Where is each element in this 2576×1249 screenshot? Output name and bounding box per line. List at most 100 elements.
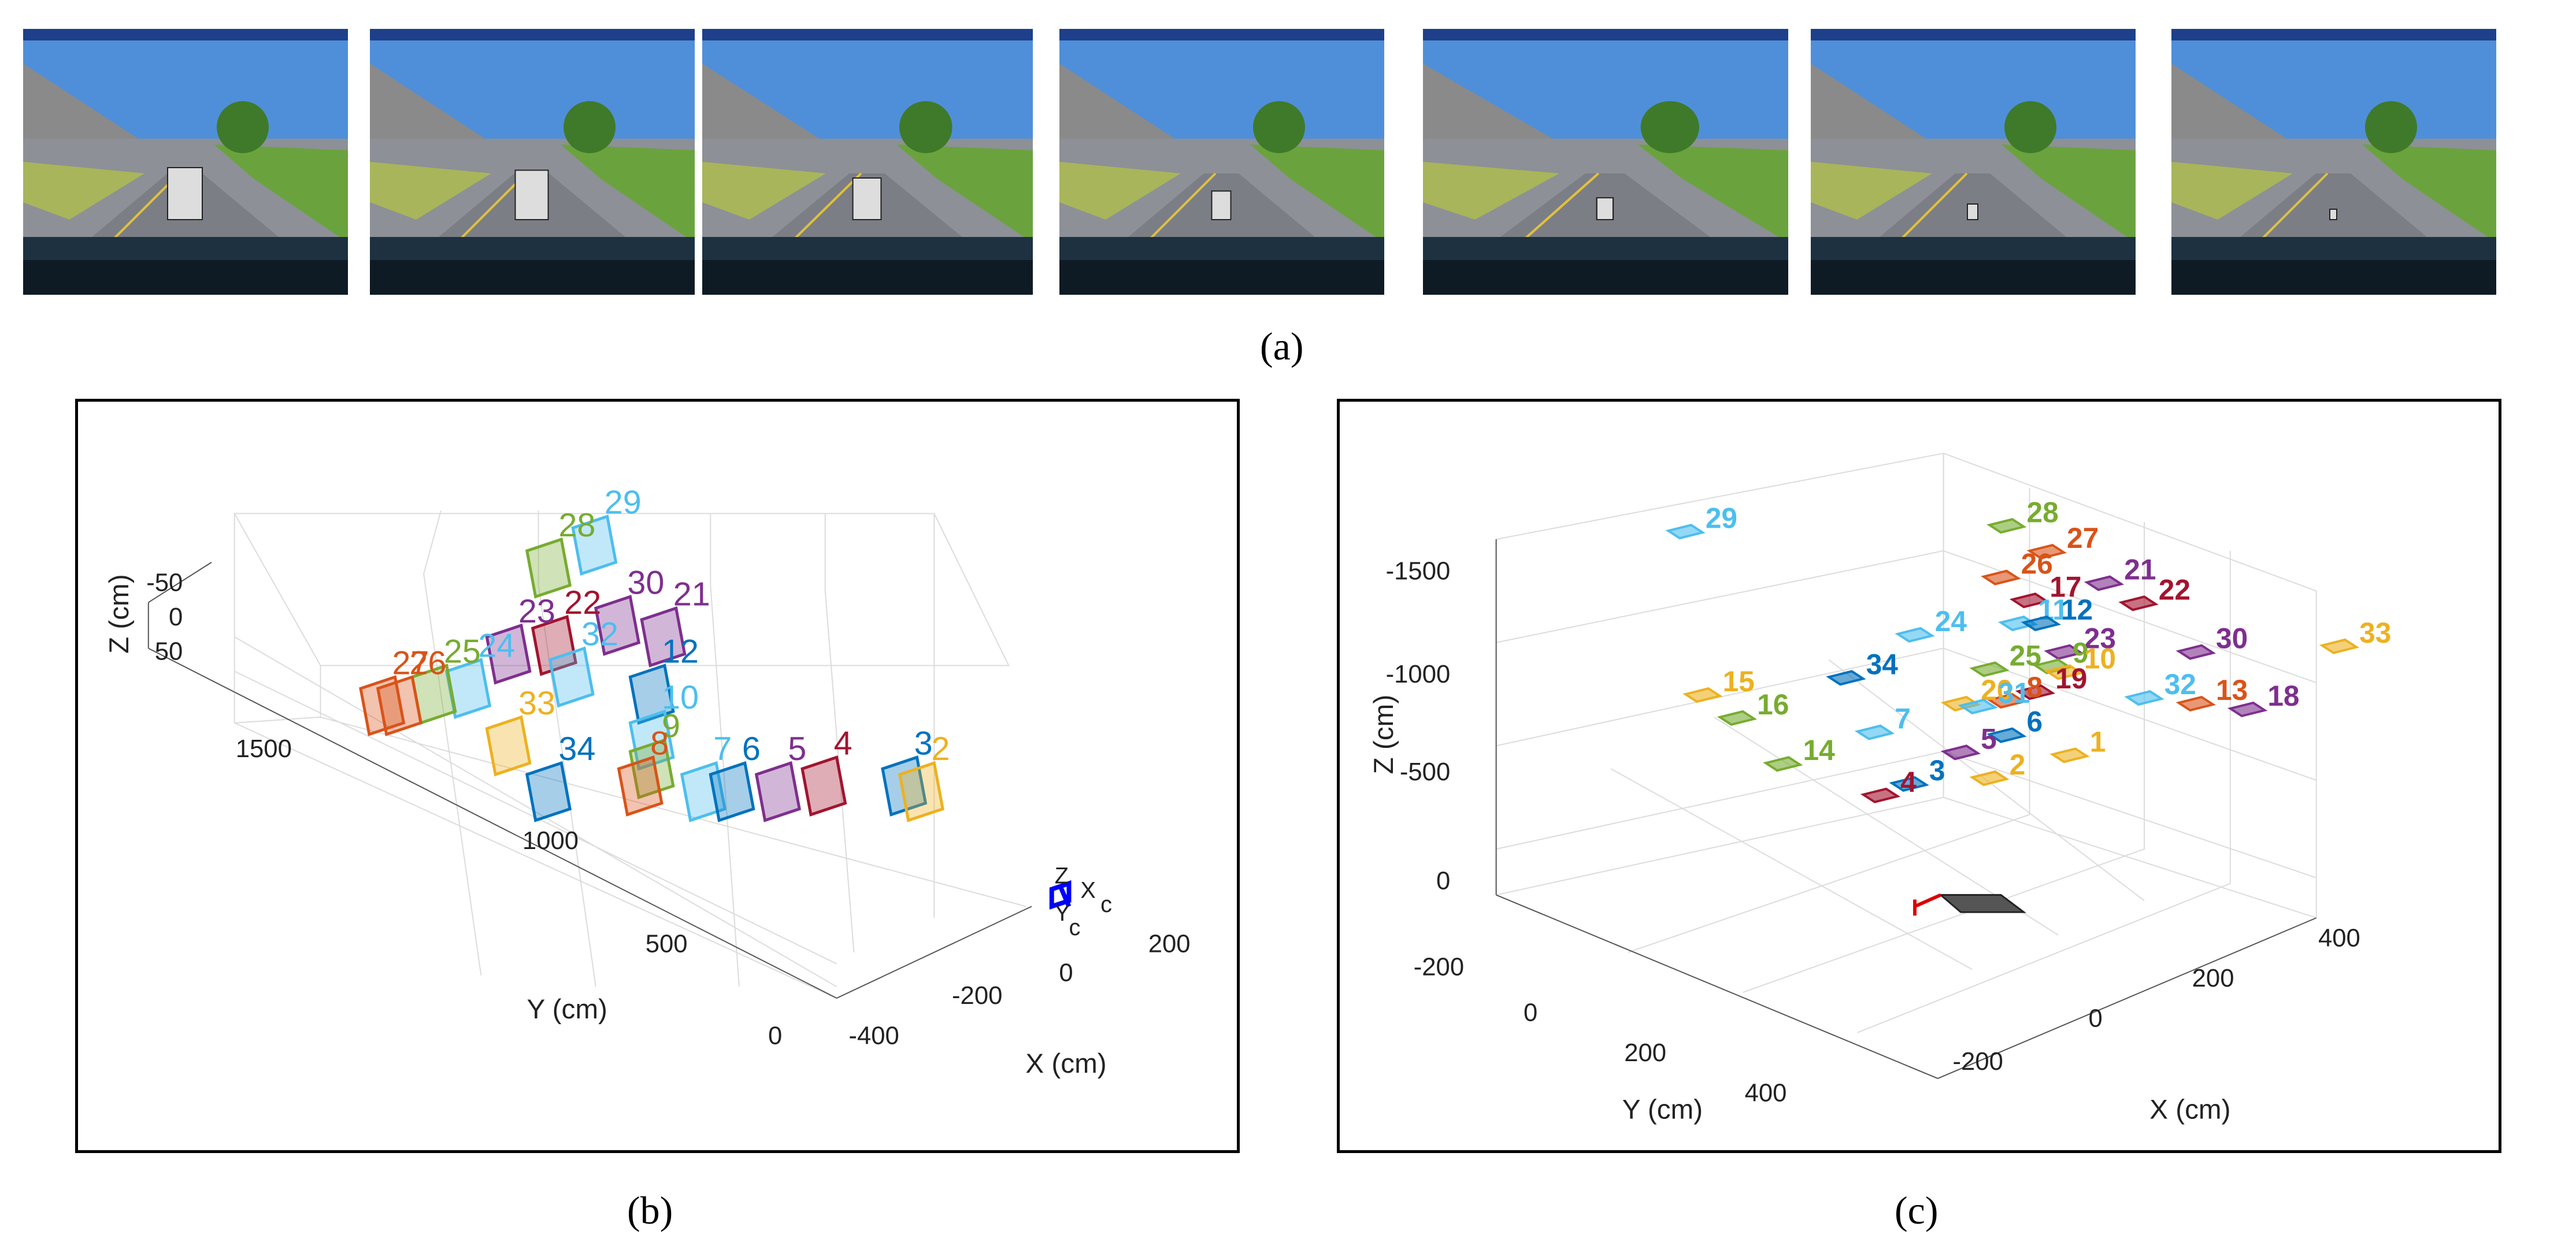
board-label-6: 6 [2027,706,2043,738]
checkerboard-pose-24 [1895,627,1935,643]
panel-b-plot: -50 0 50 0 500 1000 1500 -400 -200 0 200 Z (cm) Y (c… [75,399,1240,1153]
checkerboard-pose-3 [1889,776,1929,792]
checkerboard-pose-2 [898,761,945,822]
board-label-7: 7 [1895,703,1911,735]
board-label-34: 34 [1866,648,1899,680]
dashcam-frame [1811,29,2136,295]
board-label-8: 8 [2027,671,2043,703]
board-label-10: 10 [2084,642,2116,674]
board-label-23: 23 [518,593,555,630]
checkerboard-pose-16 [1717,710,1758,726]
board-label-23: 23 [2084,622,2116,655]
checkerboard-pose-6 [1986,727,2027,743]
camera-frame-marker [1049,880,1072,910]
board-label-28: 28 [558,507,595,544]
checkerboard-pose-10 [2044,664,2084,680]
x-tick-label: -200 [1953,1047,2003,1076]
board-label-4: 4 [834,725,853,762]
board-label-3: 3 [914,725,933,762]
checkerboard-pose-18 [2227,701,2268,717]
camera-axis-x-sub: c [1100,892,1112,917]
y-tick-label: 0 [1524,999,1537,1027]
checkerboard-pose-2 [1969,770,2010,787]
camera-axis-x-label: X [1080,877,1095,903]
checkerboard-pose-34 [525,761,572,822]
checkerboard-pose-27 [359,675,406,736]
y-axis-label: Y (cm) [527,994,607,1025]
x-tick-label: -400 [848,1021,899,1050]
checkerboard-pose-15 [1682,687,1723,703]
board-label-12: 12 [662,633,699,670]
checkerboard-pose-32 [548,646,595,708]
checkerboard-pose-25 [1969,661,2010,677]
x-tick-label: 400 [2318,924,2360,952]
checkerboard-pose-12 [628,664,675,725]
y-tick-label: 200 [1624,1039,1666,1067]
checkerboard-pose-12 [2021,615,2062,632]
board-label-3: 3 [1929,754,1945,787]
board-label-34: 34 [558,731,595,768]
x-tick-label: 200 [2192,964,2234,992]
board-label-27: 27 [2067,522,2099,554]
board-label-15: 15 [1723,665,1755,698]
board-label-8: 8 [650,725,669,762]
board-label-30: 30 [2216,622,2248,655]
board-label-9: 9 [2073,637,2089,669]
dashcam-frame [1423,29,1788,295]
board-label-32: 32 [581,616,618,653]
z-tick-label: -500 [1400,758,1450,786]
panel-c-axes: -1500 -1000 -500 0 -200 0 200 400 -200 0 200 400 Z (… [1369,453,2391,1125]
board-label-26: 26 [409,644,446,681]
board-label-14: 14 [1803,734,1836,766]
checkerboard-pose-9 [628,738,675,799]
board-label-10: 10 [662,679,699,716]
x-tick-label: 0 [2089,1005,2103,1033]
checkerboard-pose-21 [640,606,687,668]
checkerboard-pose-17 [2009,592,2050,609]
camera-axis-z-label: Z [1055,863,1069,889]
x-axis-label: X (cm) [1025,1048,1106,1079]
y-tick-label: -200 [1414,952,1464,981]
checkerboard-pose-32 [2124,690,2164,706]
y-tick-label: 500 [646,930,688,958]
checkerboard-pose-3 [881,755,928,817]
board-label-33: 33 [2359,617,2391,649]
dashcam-frame [702,29,1033,295]
board-label-21: 21 [2124,554,2156,586]
board-label-2: 2 [931,731,950,768]
board-label-19: 19 [2055,662,2087,695]
checkerboard-pose-30 [594,595,641,656]
board-label-7: 7 [713,731,732,768]
board-label-29: 29 [1706,502,1737,534]
y-tick-label: 1000 [522,827,579,855]
checkerboard-pose-8 [617,755,664,817]
checkerboard-pose-7 [1854,724,1895,740]
dashcam-frame [1059,29,1384,295]
z-axis-label: Z (cm) [104,574,135,654]
checkerboard-pose-5 [754,761,801,822]
x-axis-label: X (cm) [2149,1094,2230,1125]
board-label-32: 32 [2164,668,2196,701]
board-label-18: 18 [2267,680,2299,712]
checkerboard-pose-22 [531,614,577,676]
board-label-16: 16 [1757,688,1789,721]
camera-axis-y-sub: c [1069,915,1081,940]
z-tick-label: -1500 [1386,557,1451,585]
checkerboard-pose-4 [1860,787,1901,803]
checkerboard-pose-4 [800,755,847,817]
dashcam-frame [23,29,348,295]
checkerboard-pose-33 [485,715,532,777]
checkerboard-pose-28 [525,537,572,599]
checkerboard-pose-26 [1981,569,2021,585]
checkerboard-pose-8 [1986,692,2027,709]
board-label-4: 4 [1900,766,1917,798]
checkerboard-pose-29 [571,514,618,576]
checkerboard-pose-10 [628,709,675,771]
board-label-27: 27 [392,644,429,681]
board-label-30: 30 [627,564,664,601]
checkerboard-pose-22 [2118,595,2159,611]
board-label-25: 25 [444,633,481,670]
board-label-2: 2 [2010,748,2026,781]
checkerboard-pose-34 [1826,670,1866,686]
